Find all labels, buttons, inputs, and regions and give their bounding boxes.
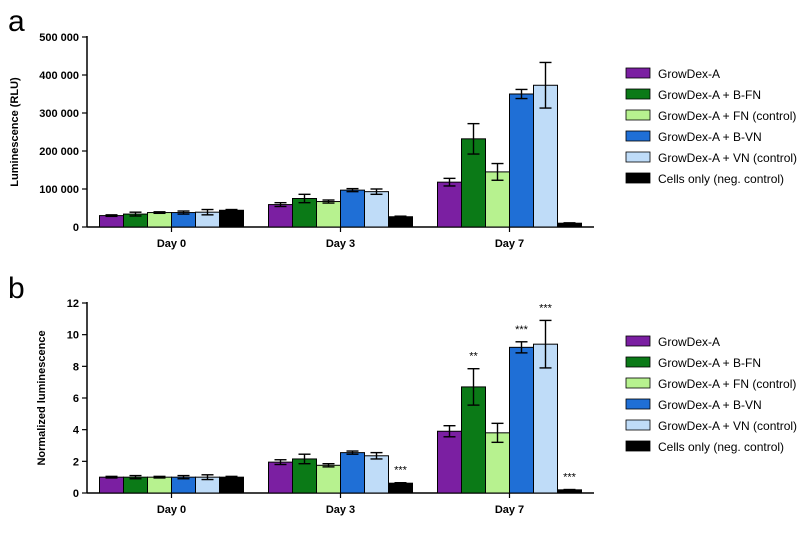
panel-letter: b <box>8 272 25 305</box>
y-tick-label: 10 <box>67 330 79 342</box>
legend-swatch <box>625 440 651 452</box>
bar <box>316 464 341 494</box>
bar <box>437 430 462 494</box>
y-tick-label: 8 <box>73 361 79 373</box>
legend-label: GrowDex-A <box>658 67 720 81</box>
y-tick-label: 400 000 <box>39 70 79 82</box>
y-tick-label: 2 <box>73 456 79 468</box>
bar <box>123 476 148 494</box>
significance-label: ** <box>469 351 478 363</box>
significance-label: *** <box>515 324 529 336</box>
legend-swatch <box>625 172 651 184</box>
legend-label: GrowDex-A + B-VN <box>658 130 762 144</box>
bar <box>268 461 293 494</box>
legend-swatch <box>625 356 651 368</box>
y-tick-label: 0 <box>73 222 79 234</box>
legend-label: GrowDex-A + B-FN <box>658 88 761 102</box>
bar <box>219 476 244 494</box>
legend-label: GrowDex-A + FN (control) <box>658 109 796 123</box>
bar <box>171 476 196 494</box>
legend-swatch <box>625 377 651 389</box>
bar <box>364 455 389 494</box>
legend-swatch <box>625 67 651 79</box>
legend-swatch <box>625 109 651 121</box>
category-label: Day 7 <box>495 238 524 250</box>
legend-label: GrowDex-A + FN (control) <box>658 377 796 391</box>
legend-swatch <box>625 419 651 431</box>
bar <box>99 215 124 228</box>
category-label: Day 0 <box>157 504 186 516</box>
bar <box>388 482 413 494</box>
y-tick-label: 200 000 <box>39 146 79 158</box>
legend-swatch <box>625 88 651 100</box>
significance-label: *** <box>394 465 408 477</box>
category-label: Day 0 <box>157 238 186 250</box>
legend-swatch <box>625 151 651 163</box>
y-tick-label: 0 <box>73 488 79 500</box>
bar <box>147 212 172 228</box>
bar <box>388 216 413 228</box>
legend-label: GrowDex-A <box>658 335 720 349</box>
bar <box>509 346 534 494</box>
bar <box>147 476 172 494</box>
category-label: Day 3 <box>326 504 355 516</box>
y-tick-label: 4 <box>73 425 80 437</box>
chart-panel-b: b 0 2 4 6 8 10 12 Normalized luminescence Day 0 Da… <box>8 272 797 516</box>
bar <box>509 93 534 228</box>
bar <box>99 476 124 494</box>
legend-swatch <box>625 398 651 410</box>
legend-label: GrowDex-A + B-FN <box>658 356 761 370</box>
y-tick-label: 300 000 <box>39 108 79 120</box>
legend-label: Cells only (neg. control) <box>658 440 784 454</box>
legend-swatch <box>625 335 651 347</box>
bar <box>340 189 365 228</box>
y-tick-label: 500 000 <box>39 32 79 44</box>
legend-label: Cells only (neg. control) <box>658 172 784 186</box>
y-tick-label: 12 <box>67 298 79 310</box>
bar <box>364 191 389 228</box>
bar <box>340 452 365 494</box>
y-tick-label: 100 000 <box>39 184 79 196</box>
bar <box>316 201 341 228</box>
chart-panel-a: a 0 100 000 200 000 300 000 400 000 500 000 Lum… <box>8 5 797 250</box>
bar <box>437 181 462 228</box>
panel-letter: a <box>8 5 25 38</box>
y-axis-title: Luminescence (RLU) <box>9 77 21 187</box>
bar <box>268 204 293 228</box>
bar <box>219 209 244 228</box>
legend-label: GrowDex-A + VN (control) <box>658 151 797 165</box>
significance-label: *** <box>539 302 553 314</box>
y-axis-title: Normalized luminescence <box>36 330 48 465</box>
legend-label: GrowDex-A + VN (control) <box>658 419 797 433</box>
legend-swatch <box>625 130 651 142</box>
category-label: Day 7 <box>495 504 524 516</box>
significance-label: *** <box>563 472 577 484</box>
category-label: Day 3 <box>326 238 355 250</box>
bar <box>533 84 558 228</box>
legend-label: GrowDex-A + B-VN <box>658 398 762 412</box>
y-tick-label: 6 <box>73 393 79 405</box>
